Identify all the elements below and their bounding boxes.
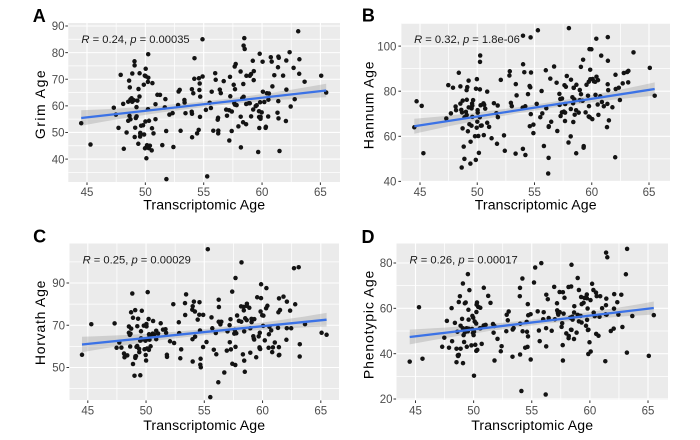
svg-text:20: 20 bbox=[380, 394, 393, 406]
svg-text:B: B bbox=[362, 5, 375, 25]
svg-text:R = 0.24, p = 0.00035: R = 0.24, p = 0.00035 bbox=[81, 34, 189, 46]
svg-text:60: 60 bbox=[384, 132, 397, 144]
svg-text:50: 50 bbox=[471, 187, 484, 199]
svg-text:Grim Age: Grim Age bbox=[32, 69, 48, 139]
svg-text:Hannum Age: Hannum Age bbox=[360, 61, 376, 149]
svg-text:70: 70 bbox=[52, 320, 65, 332]
svg-text:45: 45 bbox=[81, 405, 94, 417]
svg-text:R = 0.26, p = 0.00017: R = 0.26, p = 0.00017 bbox=[410, 254, 518, 266]
svg-text:90: 90 bbox=[52, 21, 65, 33]
svg-text:R = 0.32, p = 1.8e-06: R = 0.32, p = 1.8e-06 bbox=[414, 34, 520, 46]
svg-text:60: 60 bbox=[585, 187, 598, 199]
svg-text:100: 100 bbox=[377, 41, 396, 53]
svg-text:60: 60 bbox=[256, 187, 269, 199]
svg-text:65: 65 bbox=[643, 187, 656, 199]
svg-text:60: 60 bbox=[256, 405, 269, 417]
svg-text:80: 80 bbox=[380, 258, 393, 270]
svg-text:C: C bbox=[33, 226, 46, 246]
svg-text:55: 55 bbox=[525, 405, 538, 417]
svg-text:80: 80 bbox=[52, 48, 65, 60]
svg-text:D: D bbox=[362, 227, 375, 247]
svg-text:40: 40 bbox=[52, 154, 65, 166]
svg-text:60: 60 bbox=[380, 304, 393, 316]
svg-text:50: 50 bbox=[52, 363, 65, 375]
svg-text:50: 50 bbox=[139, 187, 152, 199]
svg-text:60: 60 bbox=[52, 101, 65, 113]
svg-text:Transcriptomic Age: Transcriptomic Age bbox=[143, 196, 265, 212]
svg-text:R = 0.25, p = 0.00029: R = 0.25, p = 0.00029 bbox=[83, 254, 191, 266]
svg-text:A: A bbox=[33, 6, 46, 26]
svg-text:Transcriptomic Age: Transcriptomic Age bbox=[471, 417, 593, 433]
svg-text:65: 65 bbox=[314, 405, 327, 417]
svg-text:90: 90 bbox=[52, 278, 65, 290]
svg-text:Transcriptomic Age: Transcriptomic Age bbox=[143, 417, 265, 433]
svg-text:50: 50 bbox=[140, 405, 153, 417]
svg-text:70: 70 bbox=[52, 74, 65, 86]
svg-text:60: 60 bbox=[583, 405, 596, 417]
svg-text:45: 45 bbox=[81, 187, 94, 199]
svg-text:50: 50 bbox=[467, 405, 480, 417]
svg-text:Phenotypic Age: Phenotypic Age bbox=[360, 270, 376, 379]
svg-text:55: 55 bbox=[528, 187, 541, 199]
svg-text:Horvath Age: Horvath Age bbox=[32, 280, 48, 365]
svg-text:55: 55 bbox=[198, 405, 211, 417]
svg-text:65: 65 bbox=[642, 405, 655, 417]
svg-text:45: 45 bbox=[409, 405, 422, 417]
svg-text:80: 80 bbox=[384, 86, 397, 98]
svg-text:50: 50 bbox=[52, 128, 65, 140]
svg-text:Transcriptomic Age: Transcriptomic Age bbox=[475, 196, 597, 212]
svg-text:40: 40 bbox=[384, 177, 397, 189]
svg-text:65: 65 bbox=[314, 187, 327, 199]
svg-text:45: 45 bbox=[414, 187, 427, 199]
svg-text:55: 55 bbox=[197, 187, 210, 199]
svg-text:40: 40 bbox=[380, 349, 393, 361]
